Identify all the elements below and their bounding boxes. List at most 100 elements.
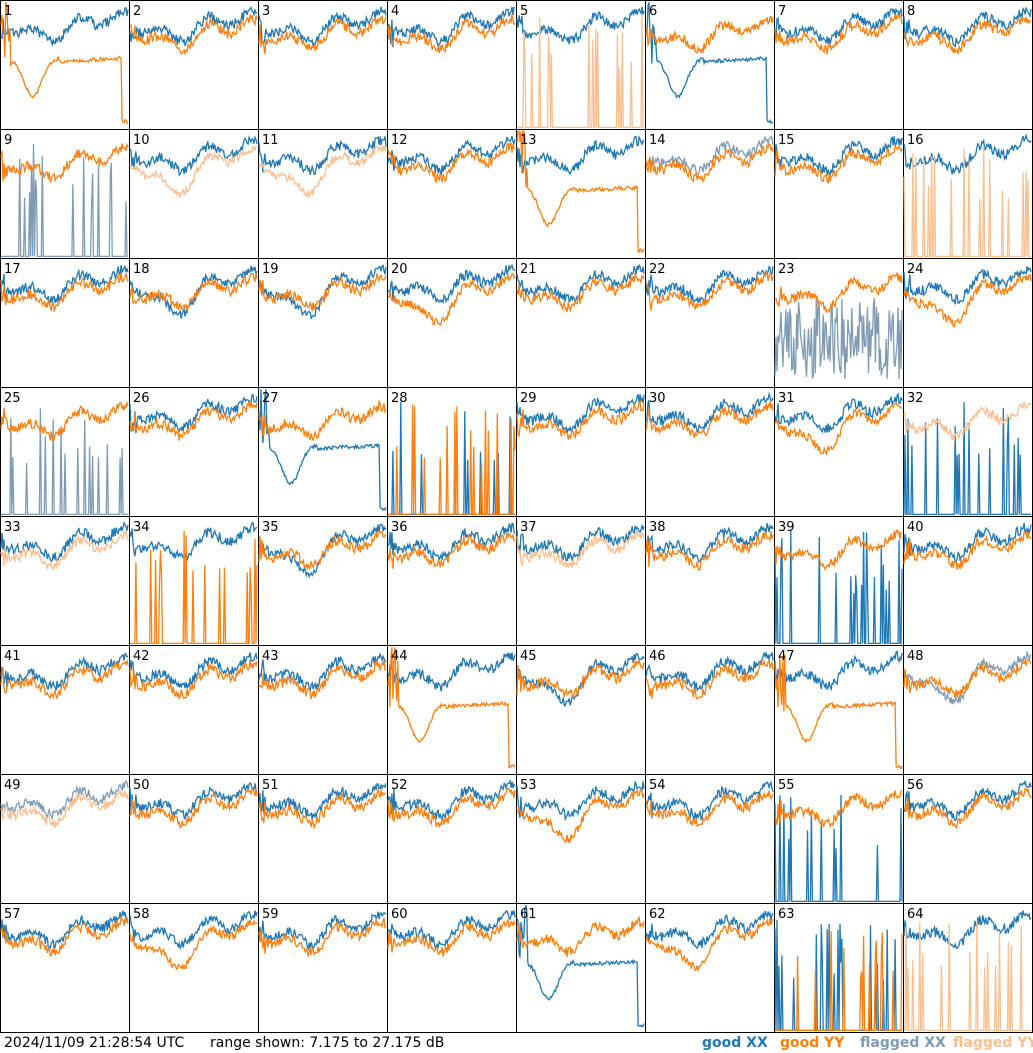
panel-label: 19 — [262, 262, 279, 277]
panel-label: 7 — [778, 4, 786, 19]
panel-label: 43 — [262, 649, 279, 664]
panel-20: 20 — [387, 258, 517, 388]
legend-flagged-xx: flagged XX — [860, 1035, 946, 1051]
panel-label: 54 — [649, 778, 666, 793]
panel-label: 24 — [907, 262, 924, 277]
series-xx-panel-37 — [516, 523, 645, 562]
series-xx-panel-20 — [387, 263, 516, 305]
series-yy-panel-49 — [0, 790, 129, 829]
panel-22: 22 — [645, 258, 775, 388]
series-yy-panel-32 — [903, 401, 1032, 442]
series-yy-panel-17 — [0, 272, 129, 312]
series-yy-panel-51 — [258, 787, 387, 830]
panel-frame — [258, 0, 388, 130]
series-xx-panel-14 — [645, 135, 774, 175]
series-yy-panel-31 — [774, 402, 903, 456]
series-xx-panel-61 — [516, 905, 645, 1028]
panel-label: 4 — [391, 4, 399, 19]
panel-label: 29 — [520, 391, 537, 406]
panel-label: 15 — [778, 133, 795, 148]
panel-60: 60 — [387, 903, 517, 1033]
panel-54: 54 — [645, 774, 775, 904]
series-xx-panel-53 — [516, 780, 645, 822]
panel-3: 3 — [258, 0, 388, 130]
panel-label: 2 — [133, 4, 141, 19]
panel-63: 63 — [774, 903, 904, 1033]
series-yy-panel-22 — [645, 271, 774, 311]
panel-label: 49 — [4, 778, 21, 793]
panel-label: 48 — [907, 649, 924, 664]
series-yy-panel-60 — [387, 919, 516, 957]
panel-frame — [774, 645, 904, 775]
series-yy-panel-7 — [774, 12, 903, 55]
panel-frame — [129, 387, 259, 517]
series-xx-panel-23 — [774, 297, 903, 380]
series-yy-panel-33 — [0, 530, 129, 571]
series-xx-panel-58 — [129, 910, 258, 951]
series-yy-panel-58 — [129, 919, 258, 970]
series-yy-panel-50 — [129, 786, 258, 829]
series-xx-panel-32 — [903, 402, 1031, 516]
series-yy-panel-30 — [645, 401, 774, 440]
series-yy-panel-16 — [903, 146, 1031, 258]
series-yy-panel-35 — [258, 530, 387, 571]
series-xx-panel-39 — [774, 530, 903, 645]
series-yy-panel-11 — [258, 143, 387, 199]
panel-48: 48 — [903, 645, 1033, 775]
panel-51: 51 — [258, 774, 388, 904]
panel-label: 28 — [391, 391, 408, 406]
panel-label: 17 — [4, 262, 21, 277]
panel-label: 60 — [391, 907, 408, 922]
panel-label: 45 — [520, 649, 537, 664]
series-yy-panel-61 — [516, 915, 645, 957]
series-yy-panel-21 — [516, 271, 645, 313]
panel-frame — [387, 774, 517, 904]
panel-label: 20 — [391, 262, 408, 277]
series-xx-panel-30 — [645, 391, 774, 434]
panel-frame — [516, 903, 646, 1033]
series-xx-panel-43 — [258, 652, 387, 694]
panel-frame — [0, 258, 130, 388]
panel-2: 2 — [129, 0, 259, 130]
series-yy-panel-48 — [903, 658, 1032, 699]
panel-5: 5 — [516, 0, 646, 130]
series-yy-panel-59 — [258, 917, 386, 957]
panel-17: 17 — [0, 258, 130, 388]
series-yy-panel-24 — [903, 274, 1032, 328]
panel-label: 11 — [262, 133, 279, 148]
series-yy-panel-20 — [387, 272, 516, 327]
series-xx-panel-2 — [129, 5, 258, 47]
panel-frame — [129, 129, 259, 259]
series-yy-panel-14 — [645, 142, 774, 183]
panel-label: 50 — [133, 778, 150, 793]
panel-frame — [258, 903, 388, 1033]
panel-46: 46 — [645, 645, 775, 775]
series-xx-panel-9 — [1, 143, 128, 258]
series-yy-panel-38 — [645, 531, 774, 571]
series-xx-panel-22 — [645, 265, 774, 305]
panel-label: 23 — [778, 262, 795, 277]
panel-frame — [645, 645, 775, 775]
panel-label: 9 — [4, 133, 12, 148]
series-yy-panel-1 — [0, 2, 129, 125]
panel-label: 56 — [907, 778, 924, 793]
panel-label: 30 — [649, 391, 666, 406]
series-yy-panel-12 — [387, 142, 516, 184]
series-xx-panel-25 — [1, 408, 128, 516]
panel-frame — [129, 0, 259, 130]
series-xx-panel-24 — [903, 266, 1032, 305]
panel-label: 57 — [4, 907, 21, 922]
panel-47: 47 — [774, 645, 904, 775]
range-label: range shown: 7.175 to 27.175 dB — [210, 1035, 445, 1051]
panel-frame — [0, 387, 130, 517]
panel-label: 59 — [262, 907, 279, 922]
series-xx-panel-3 — [258, 6, 387, 47]
series-xx-panel-34 — [129, 521, 257, 561]
panel-label: 27 — [262, 391, 279, 406]
series-yy-panel-18 — [129, 272, 258, 311]
panel-label: 12 — [391, 133, 408, 148]
panel-7: 7 — [774, 0, 904, 130]
legend-flagged-yy: flagged YY — [953, 1035, 1033, 1051]
series-xx-panel-62 — [645, 910, 774, 950]
series-xx-panel-51 — [258, 782, 387, 820]
